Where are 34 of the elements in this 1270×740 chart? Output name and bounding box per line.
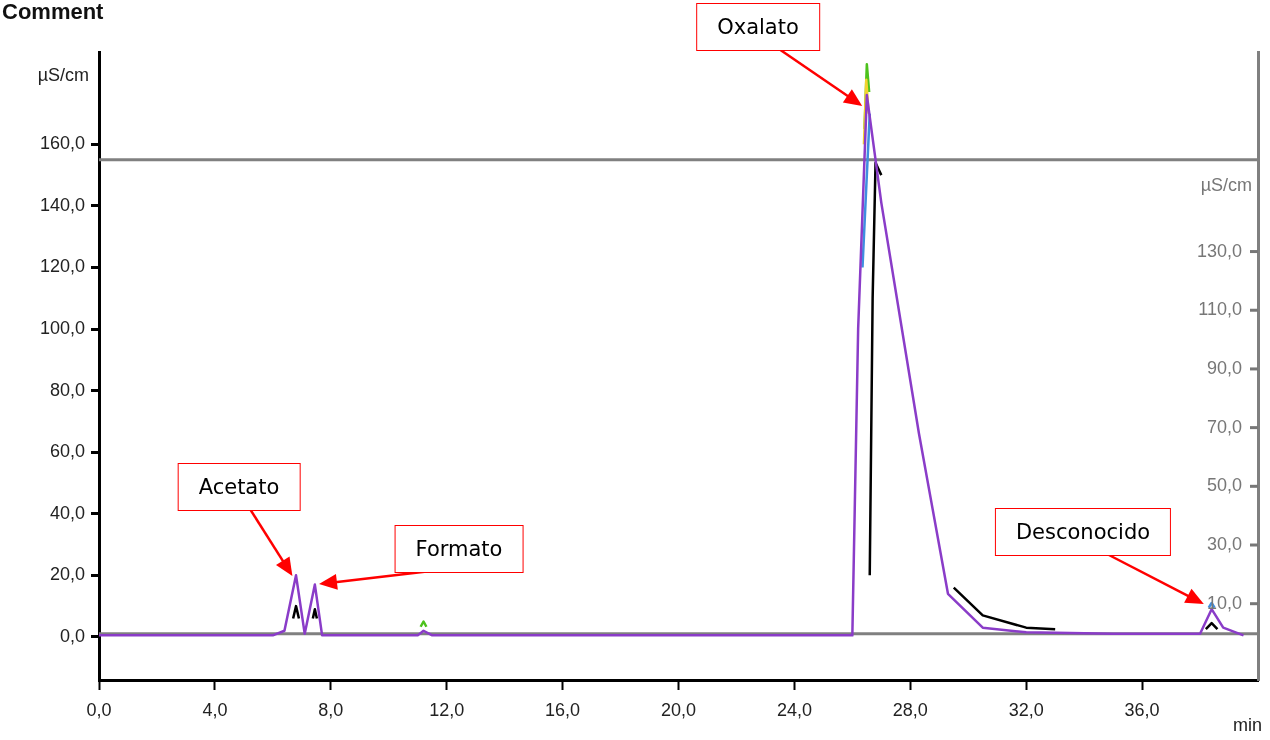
y-tick-label: 120,0: [39, 256, 85, 277]
x-tick-label: 16,0: [545, 699, 581, 720]
x-tick-label: 12,0: [429, 699, 465, 720]
y-tick-label: 0,0: [59, 625, 85, 646]
x-tick-label: 20,0: [660, 699, 697, 720]
y2-tick-label: 70,0: [1206, 416, 1242, 437]
y2-tick-label: 50,0: [1206, 475, 1242, 496]
y-tick-label: 160,0: [39, 133, 85, 154]
chart-title: Comment: [2, 0, 105, 25]
y-tick-label: 40,0: [49, 502, 85, 523]
y-tick-label: 100,0: [39, 318, 85, 339]
annotation: Desconocido: [994, 508, 1172, 556]
x-tick-label: 4,0: [202, 699, 228, 720]
y2-tick-label: 110,0: [1198, 299, 1242, 320]
x-axis-title: min: [1232, 714, 1262, 735]
annotation: Formato: [394, 525, 524, 573]
y-tick-label: 140,0: [39, 194, 85, 215]
y2-tick-label: 30,0: [1206, 533, 1242, 554]
y-tick-label: 20,0: [49, 564, 85, 585]
y2-tick-label: 10,0: [1206, 592, 1242, 613]
y2-axis-title: µS/cm: [1200, 174, 1252, 195]
x-tick-label: 24,0: [776, 699, 812, 720]
y2-tick-label: 130,0: [1196, 240, 1242, 261]
x-tick-label: 28,0: [892, 699, 928, 720]
y-tick-label: 60,0: [49, 441, 85, 462]
annotation: Acetato: [177, 463, 301, 511]
text: Oxalato: [696, 3, 820, 51]
x-tick-label: 36,0: [1124, 699, 1160, 720]
y2-tick-label: 90,0: [1206, 357, 1242, 378]
x-tick-label: 32,0: [1008, 699, 1044, 720]
x-tick-label: 0,0: [86, 699, 112, 720]
y-tick-label: 80,0: [49, 379, 85, 400]
y-axis-title: µS/cm: [37, 64, 89, 85]
x-tick-label: 8,0: [318, 699, 344, 720]
